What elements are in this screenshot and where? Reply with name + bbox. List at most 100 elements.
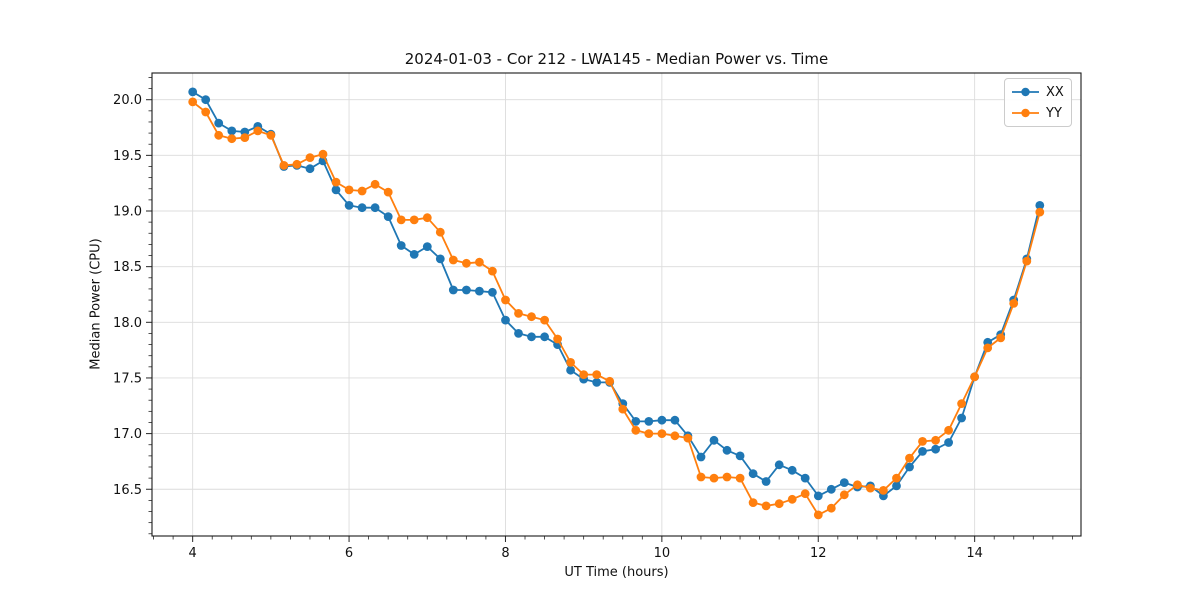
series-YY-marker <box>331 177 341 187</box>
series-XX-marker <box>305 164 315 174</box>
series-XX-marker <box>657 415 667 425</box>
series-YY-marker <box>1035 207 1045 217</box>
series-XX-marker <box>1035 201 1045 210</box>
series-YY-marker <box>462 258 471 268</box>
series-YY-marker <box>957 399 966 408</box>
series-XX-marker <box>709 435 719 445</box>
series-YY-marker <box>318 149 328 159</box>
series-YY-marker <box>683 433 693 443</box>
series-YY-marker <box>631 425 641 435</box>
series-XX-marker <box>370 203 380 213</box>
series-YY-marker <box>344 185 354 195</box>
series-XX-marker <box>957 413 966 423</box>
series-XX-marker <box>331 185 341 195</box>
series-YY-marker <box>826 503 836 513</box>
series-YY-marker <box>383 187 393 197</box>
series-YY-marker <box>240 133 250 143</box>
x-tick-label: 14 <box>966 546 983 561</box>
series-YY-marker <box>396 215 406 225</box>
series-YY-marker <box>227 134 237 144</box>
series-YY-marker <box>357 186 367 196</box>
series-YY-marker <box>214 130 224 140</box>
series-YY-marker <box>553 334 562 344</box>
series-YY-marker <box>1009 299 1019 308</box>
series-YY-marker <box>735 473 745 483</box>
series-YY-marker <box>866 483 875 493</box>
series-YY-marker <box>253 126 263 136</box>
series-XX-marker <box>201 95 211 105</box>
series-XX-marker <box>488 287 497 297</box>
series-YY-marker <box>592 370 602 379</box>
series-XX-marker <box>422 242 432 252</box>
series-YY-marker <box>618 404 628 414</box>
y-tick-label: 19.5 <box>113 149 142 164</box>
legend-item-YY: YY <box>1012 104 1064 122</box>
x-tick-label: 8 <box>501 546 509 561</box>
series-XX-marker <box>514 329 523 338</box>
plot-area <box>151 72 1082 537</box>
series-YY-marker <box>501 295 510 305</box>
series-XX-marker <box>188 87 198 97</box>
x-tick-label: 10 <box>654 546 671 561</box>
series-XX-marker <box>761 477 771 486</box>
series-YY-marker <box>1022 256 1032 266</box>
series-YY-marker <box>279 161 289 170</box>
series-XX-marker <box>787 465 797 475</box>
series-YY-marker <box>983 343 993 353</box>
y-tick-label: 17.0 <box>113 427 142 442</box>
series-XX-marker <box>826 484 836 494</box>
series-YY-marker <box>774 499 784 509</box>
series-XX-marker <box>462 285 471 295</box>
series-YY-marker <box>722 472 732 482</box>
series-YY-marker <box>761 501 771 511</box>
series-YY-marker <box>657 429 667 438</box>
series-XX-marker <box>344 201 354 210</box>
series-XX-marker <box>931 444 940 454</box>
chart-title: 2024-01-03 - Cor 212 - LWA145 - Median P… <box>404 50 829 68</box>
series-YY-marker <box>540 315 549 325</box>
series-XX-marker <box>227 126 237 136</box>
y-tick-label: 20.0 <box>113 93 142 108</box>
series-YY-marker <box>605 376 615 386</box>
series-YY-marker <box>266 130 276 140</box>
series-YY-marker <box>996 333 1006 343</box>
series-YY-marker <box>188 97 198 107</box>
series-XX-marker <box>357 203 367 213</box>
series-XX-marker <box>670 415 680 425</box>
series-XX-marker <box>592 378 602 387</box>
legend-marker-icon <box>1012 108 1039 118</box>
legend-label: XX <box>1046 84 1064 100</box>
series-YY-marker <box>514 309 523 318</box>
y-tick-label: 18.0 <box>113 316 142 331</box>
series-XX-marker <box>748 469 758 479</box>
series-XX-marker <box>527 332 536 342</box>
series-YY-marker <box>488 266 497 276</box>
series-YY-marker <box>879 486 888 495</box>
series-YY-marker <box>787 494 797 504</box>
series-YY-marker <box>853 480 862 490</box>
series-YY-marker <box>892 473 901 483</box>
series-XX-marker <box>383 212 393 222</box>
series-XX-marker <box>774 460 784 470</box>
series-XX-marker <box>696 452 706 462</box>
series-YY-marker <box>579 370 589 379</box>
series-YY-marker <box>748 498 758 507</box>
y-tick-label: 17.5 <box>113 371 142 386</box>
y-axis-label: Median Power (CPU) <box>88 238 104 370</box>
series-YY-marker <box>696 472 706 482</box>
series-XX-marker <box>892 481 901 491</box>
series-YY-marker <box>931 435 940 445</box>
series-XX-marker <box>800 473 810 483</box>
series-YY-marker <box>422 213 432 223</box>
series-YY-marker <box>527 312 536 322</box>
series-XX-marker <box>905 462 914 472</box>
series-YY-marker <box>944 425 953 435</box>
legend-marker-icon <box>1012 87 1039 97</box>
legend-item-XX: XX <box>1012 83 1064 101</box>
series-YY-marker <box>813 510 823 520</box>
series-XX-marker <box>944 438 953 447</box>
series-XX-marker <box>839 478 849 487</box>
series-YY-marker <box>800 489 810 499</box>
